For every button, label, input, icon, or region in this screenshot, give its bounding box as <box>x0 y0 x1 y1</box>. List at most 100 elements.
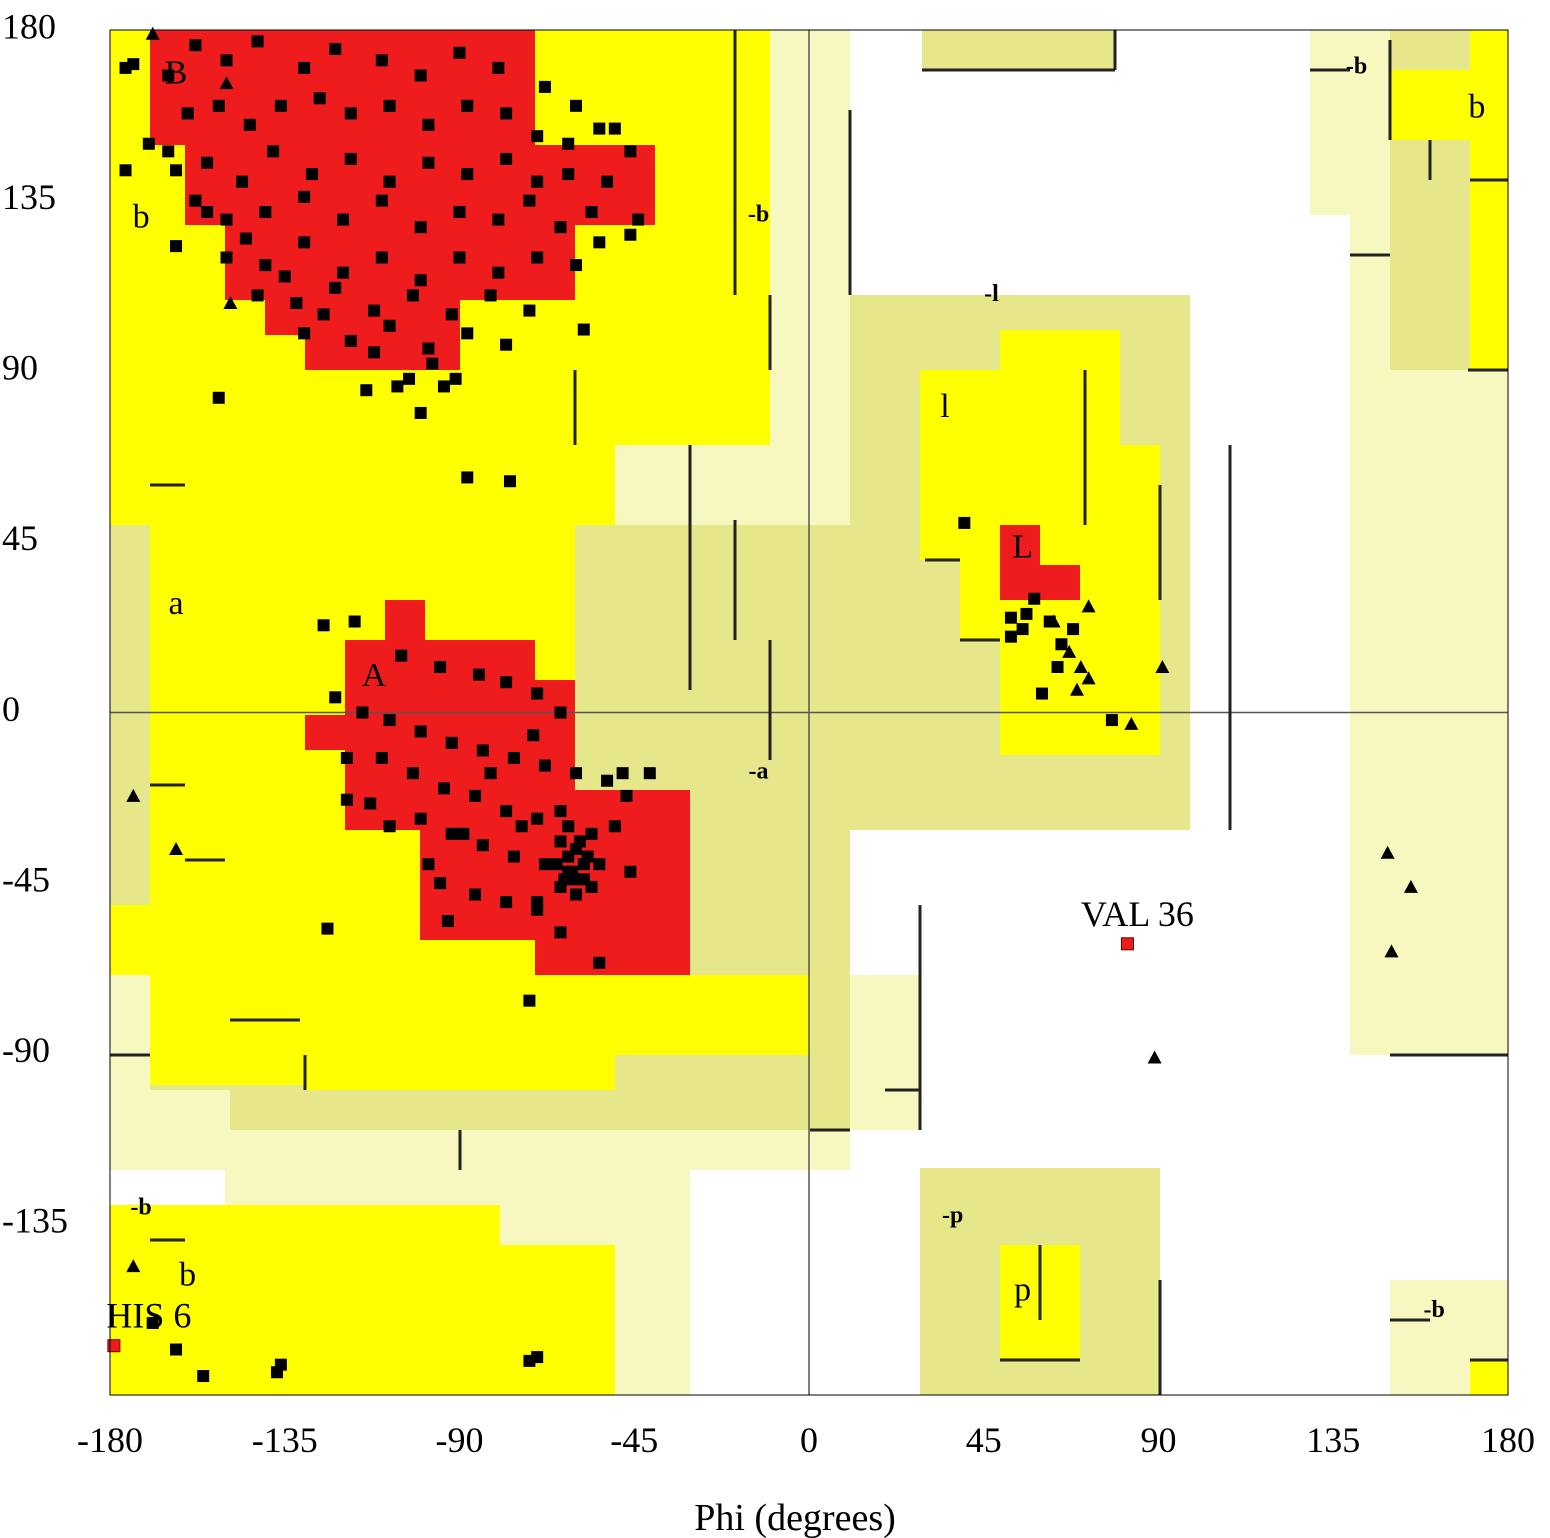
point-square-106 <box>500 676 513 689</box>
x-tick-label-5: 45 <box>966 1420 1002 1460</box>
point-square-29 <box>236 175 249 188</box>
point-square-7 <box>375 54 388 67</box>
y-tick-label-4: 0 <box>2 689 20 729</box>
point-square-100 <box>503 475 516 488</box>
point-square-181 <box>1004 611 1017 624</box>
plot-frame <box>109 29 1509 1396</box>
point-square-188 <box>1105 714 1118 727</box>
allowed-region <box>110 1245 615 1395</box>
allowed-region <box>960 445 1160 640</box>
point-square-43 <box>259 206 272 218</box>
point-square-166 <box>643 767 656 780</box>
point-square-74 <box>523 304 536 317</box>
outlier-label-1: HIS 6 <box>106 1296 191 1336</box>
point-square-38 <box>562 168 575 181</box>
region-label-13: -p <box>942 1202 963 1228</box>
point-square-42 <box>220 213 233 226</box>
point-square-98 <box>414 406 427 419</box>
point-square-85 <box>142 137 155 150</box>
point-square-129 <box>414 812 427 825</box>
allowed-region <box>185 975 810 1055</box>
region-label-5: -a <box>749 759 769 785</box>
point-square-164 <box>554 926 567 939</box>
point-square-35 <box>461 168 474 181</box>
x-tick-label-3: -45 <box>610 1420 658 1460</box>
point-square-102 <box>348 615 361 628</box>
point-square-25 <box>593 122 606 135</box>
point-square-83 <box>119 164 132 177</box>
point-square-48 <box>453 206 466 218</box>
point-square-8 <box>414 69 427 82</box>
point-square-110 <box>356 706 369 719</box>
x-tick-label-4: 0 <box>800 1420 818 1460</box>
region-label-9: -b <box>1346 53 1367 79</box>
point-square-77 <box>383 319 396 332</box>
point-square-132 <box>507 850 520 863</box>
point-square-111 <box>383 714 396 727</box>
point-square-5 <box>298 61 311 74</box>
point-square-169 <box>484 767 497 780</box>
point-triangle-17 <box>1147 1050 1162 1064</box>
generous-region <box>922 30 1115 70</box>
point-triangle-9 <box>1069 682 1084 696</box>
point-square-81 <box>577 323 590 336</box>
point-square-4 <box>251 35 264 48</box>
point-square-189 <box>1004 630 1017 643</box>
region-label-14: p <box>1014 1271 1031 1308</box>
point-square-15 <box>243 118 256 131</box>
region-label-2: a <box>168 585 183 622</box>
point-square-185 <box>1055 638 1068 651</box>
point-square-161 <box>383 820 396 833</box>
zero-gridlines <box>110 30 1508 1395</box>
point-square-154 <box>570 873 582 886</box>
data-points <box>119 26 1418 1383</box>
y-tick-label-6: -90 <box>2 1030 50 1070</box>
point-square-191 <box>1051 661 1064 673</box>
point-square-39 <box>601 175 614 188</box>
point-square-36 <box>500 152 513 165</box>
point-square-62 <box>453 251 466 264</box>
region-label-4: -b <box>748 201 769 227</box>
x-axis-title: Phi (degrees) <box>694 1497 896 1538</box>
point-triangle-1 <box>223 296 238 309</box>
point-square-1 <box>162 69 175 82</box>
point-square-33 <box>383 175 396 188</box>
point-square-20 <box>422 118 435 131</box>
allowed-region <box>1470 30 1508 370</box>
point-square-159 <box>340 752 353 764</box>
point-square-128 <box>608 820 621 833</box>
point-square-40 <box>624 145 637 158</box>
core-region <box>185 145 655 225</box>
point-square-66 <box>593 236 606 249</box>
point-square-68 <box>290 297 303 309</box>
point-square-79 <box>461 327 474 340</box>
allowed-region <box>1390 70 1470 140</box>
point-square-177 <box>274 1358 287 1371</box>
point-square-115 <box>507 752 520 764</box>
point-square-147 <box>554 835 567 848</box>
point-square-59 <box>337 266 349 279</box>
point-square-175 <box>197 1370 210 1383</box>
point-square-87 <box>239 232 252 245</box>
point-square-186 <box>1067 623 1080 636</box>
point-square-143 <box>570 888 582 901</box>
x-tick-label-1: -135 <box>252 1420 318 1460</box>
point-triangle-14 <box>1380 845 1395 859</box>
region-label-6: -l <box>984 281 999 307</box>
y-tick-label-3: 45 <box>2 518 38 558</box>
point-square-133 <box>538 858 551 871</box>
point-square-57 <box>259 259 272 272</box>
point-square-12 <box>570 99 582 112</box>
point-square-155 <box>457 827 470 840</box>
point-square-22 <box>500 107 513 120</box>
point-square-99 <box>461 471 474 484</box>
outlier-points: VAL 36 HIS 6 <box>106 894 1194 1353</box>
point-square-156 <box>422 858 435 871</box>
point-square-95 <box>391 380 404 393</box>
point-square-37 <box>531 175 544 188</box>
point-square-88 <box>278 270 291 283</box>
y-tick-label-1: 135 <box>2 177 56 217</box>
point-triangle-4 <box>169 842 184 855</box>
point-square-131 <box>476 839 489 852</box>
point-square-108 <box>554 706 567 719</box>
